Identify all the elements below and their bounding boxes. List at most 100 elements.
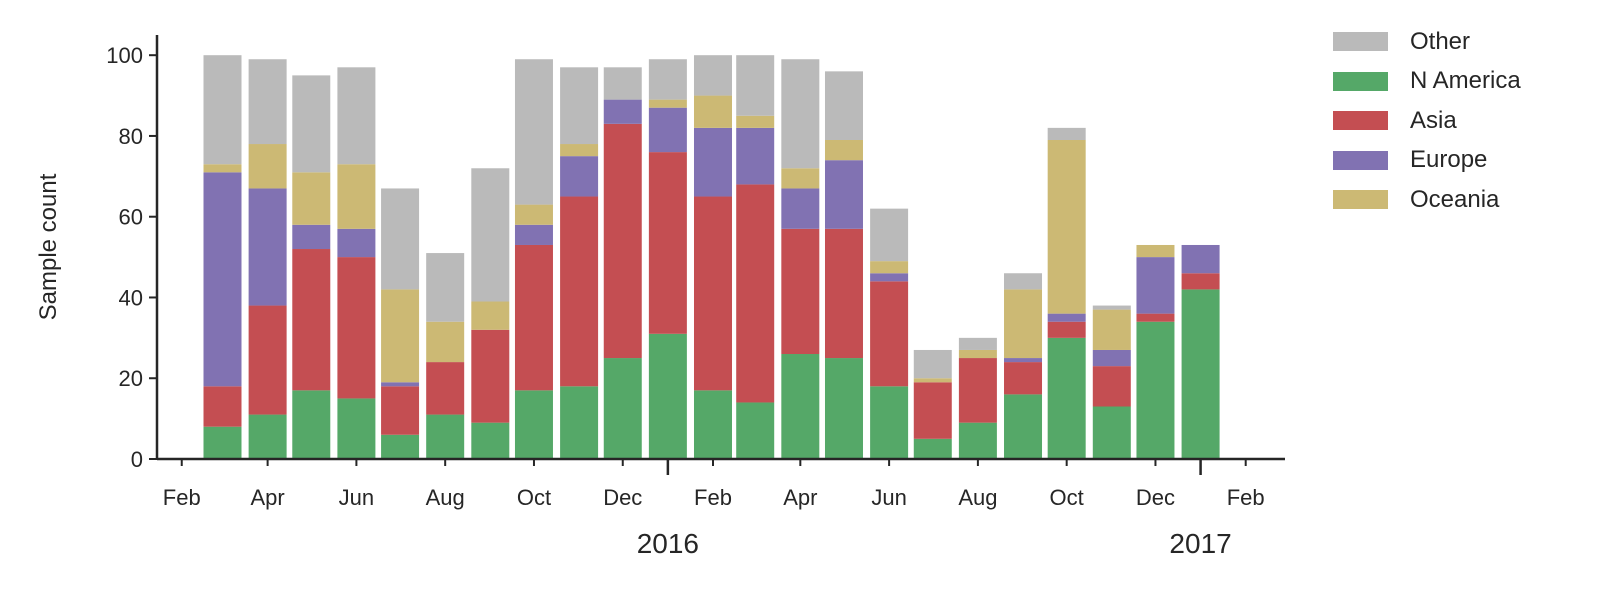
bar-oceania xyxy=(648,99,687,108)
bar-europe xyxy=(1181,244,1220,274)
legend-swatch xyxy=(1333,190,1388,210)
bar-oceania xyxy=(1136,244,1175,258)
y-tick-label: 20 xyxy=(119,366,143,391)
bar-other xyxy=(1004,273,1043,290)
legend-item-n-america: N America xyxy=(1333,62,1521,102)
legend-label: N America xyxy=(1410,67,1521,95)
bar-other xyxy=(781,59,820,169)
x-tick-label: Oct xyxy=(517,485,551,510)
legend-item-asia: Asia xyxy=(1333,101,1521,141)
legend-label: Oceania xyxy=(1410,185,1500,213)
bar-europe xyxy=(870,273,909,282)
bar-other xyxy=(426,253,465,322)
bar-other xyxy=(1047,127,1086,140)
bar-asia xyxy=(958,358,997,423)
x-tick-label: Oct xyxy=(1050,485,1084,510)
bar-asia xyxy=(913,382,952,439)
bar-other xyxy=(337,67,376,165)
x-tick-label: Feb xyxy=(163,485,201,510)
bar-other xyxy=(292,75,331,173)
legend-item-other: Other xyxy=(1333,22,1521,62)
bar-oceania xyxy=(471,301,510,330)
bar-europe xyxy=(824,160,863,229)
bar-oceania xyxy=(913,378,952,383)
bar-other xyxy=(1092,305,1131,310)
bar-asia xyxy=(870,281,909,387)
bar-asia xyxy=(248,305,287,415)
legend-swatch xyxy=(1333,32,1388,52)
bar-n-america xyxy=(248,414,287,459)
bar-europe xyxy=(1004,358,1043,363)
bar-asia xyxy=(1136,313,1175,322)
bar-other xyxy=(736,55,775,116)
bar-n-america xyxy=(1092,406,1131,459)
bar-n-america xyxy=(693,390,732,459)
legend-item-oceania: Oceania xyxy=(1333,180,1521,220)
bar-n-america xyxy=(1047,337,1086,459)
bar-other xyxy=(471,168,510,302)
bar-asia xyxy=(1092,366,1131,407)
bar-oceania xyxy=(1092,309,1131,350)
bar-europe xyxy=(514,224,553,245)
bar-n-america xyxy=(1181,289,1220,459)
legend-swatch xyxy=(1333,150,1388,170)
bar-other xyxy=(381,188,420,290)
bar-europe xyxy=(1136,257,1175,314)
bar-asia xyxy=(736,184,775,403)
bar-asia xyxy=(1004,362,1043,395)
bar-asia xyxy=(560,196,599,387)
bar-n-america xyxy=(648,333,687,459)
legend-swatch xyxy=(1333,111,1388,131)
bar-asia xyxy=(337,257,376,399)
bar-europe xyxy=(648,107,687,153)
bar-oceania xyxy=(781,168,820,189)
bar-europe xyxy=(1092,349,1131,367)
bar-other xyxy=(648,59,687,100)
bar-n-america xyxy=(824,358,863,459)
bar-other xyxy=(203,55,242,165)
bar-other xyxy=(693,55,732,96)
bar-asia xyxy=(603,123,642,359)
x-tick-label: Aug xyxy=(958,485,997,510)
bar-europe xyxy=(1047,313,1086,322)
y-tick-label: 60 xyxy=(119,205,143,230)
bar-oceania xyxy=(1047,139,1086,314)
bar-other xyxy=(603,67,642,100)
bar-oceania xyxy=(870,261,909,274)
bar-n-america xyxy=(781,354,820,459)
y-tick-label: 0 xyxy=(131,447,143,472)
bar-n-america xyxy=(736,402,775,459)
bar-oceania xyxy=(824,139,863,161)
bar-other xyxy=(514,59,553,205)
bar-oceania xyxy=(1004,289,1043,359)
bar-europe xyxy=(203,172,242,387)
bar-europe xyxy=(560,156,599,197)
x-tick-label: Dec xyxy=(1136,485,1175,510)
bar-n-america xyxy=(426,414,465,459)
bar-asia xyxy=(426,362,465,415)
bar-oceania xyxy=(958,349,997,359)
bar-n-america xyxy=(560,386,599,459)
bar-asia xyxy=(1047,321,1086,338)
bar-n-america xyxy=(514,390,553,459)
bar-europe xyxy=(603,99,642,124)
bar-oceania xyxy=(514,204,553,225)
bar-n-america xyxy=(471,422,510,459)
bar-oceania xyxy=(560,144,599,157)
bar-n-america xyxy=(913,438,952,459)
x-year-label: 2017 xyxy=(1169,528,1231,559)
bar-asia xyxy=(292,249,331,391)
bar-n-america xyxy=(958,422,997,459)
bar-other xyxy=(870,208,909,262)
bar-n-america xyxy=(603,358,642,459)
bar-oceania xyxy=(381,289,420,383)
legend: Other N America Asia Europe Oceania xyxy=(1333,22,1521,220)
bar-asia xyxy=(781,228,820,355)
bar-n-america xyxy=(1136,321,1175,459)
bar-other xyxy=(958,337,997,350)
bar-oceania xyxy=(203,164,242,173)
y-axis-label: Sample count xyxy=(35,173,62,320)
bar-oceania xyxy=(292,172,331,225)
x-tick-label: Feb xyxy=(694,485,732,510)
bar-other xyxy=(824,71,863,140)
